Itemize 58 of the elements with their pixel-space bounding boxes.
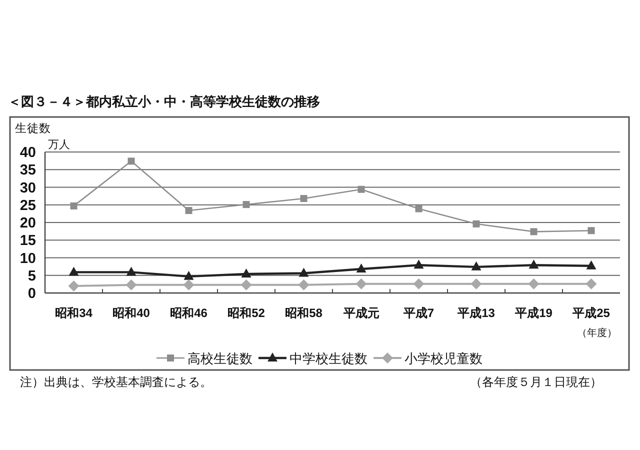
y-axis-title: 生徒数 [15, 122, 51, 135]
text: 万人 [48, 139, 70, 151]
point [68, 280, 80, 292]
point [298, 268, 309, 277]
y-tick-label: 5 [28, 268, 36, 284]
legend-label: 小学校児童数 [404, 351, 482, 366]
y-tick-label: 10 [20, 250, 36, 267]
point [241, 268, 252, 278]
point [240, 279, 252, 290]
point [588, 227, 595, 234]
legend-label: 中学校生徒数 [290, 351, 368, 366]
y-tick-label: 15 [20, 233, 36, 250]
point [300, 195, 308, 202]
x-tick-label: 昭和34 [55, 306, 93, 320]
text: 注）出典は、学校基本調査による。 [20, 375, 212, 389]
point [126, 266, 136, 276]
point [471, 261, 482, 270]
x-axis-title: （年度） [577, 327, 617, 339]
point [530, 228, 538, 236]
point [70, 202, 78, 210]
point [586, 260, 596, 270]
point [470, 278, 482, 290]
x-tick-label: 昭和52 [228, 306, 266, 320]
point [185, 207, 192, 214]
x-tick-label: 昭和40 [112, 306, 150, 320]
x-tick-label: 平成25 [572, 306, 610, 320]
point [242, 201, 250, 208]
point [413, 278, 424, 290]
point [356, 264, 366, 273]
point [586, 278, 597, 290]
point [528, 260, 539, 269]
point [68, 266, 79, 276]
x-tick-label: 平成元 [342, 306, 380, 320]
point [298, 279, 310, 290]
x-tick-label: 平成7 [402, 306, 434, 320]
x-tick-label: 平成19 [514, 306, 553, 320]
x-tick-label: 平成13 [456, 306, 496, 320]
y-tick-label: 35 [20, 162, 36, 179]
x-tick-label: 昭和58 [285, 306, 323, 320]
point [126, 279, 137, 290]
point [415, 205, 422, 212]
point [472, 220, 480, 228]
y-tick-label: 30 [20, 180, 36, 196]
y-tick-label: 25 [20, 198, 36, 214]
y-tick-label: 0 [28, 286, 36, 302]
point [183, 279, 194, 290]
text: （各年度５月１日現在） [470, 375, 602, 389]
y-tick-label: 20 [20, 216, 36, 232]
point [184, 270, 194, 280]
point [358, 186, 365, 193]
point [128, 158, 135, 165]
chart-title: ＜図３－４＞都内私立小・中・高等学校生徒数の推移 [8, 94, 320, 109]
point [528, 278, 540, 290]
x-tick-label: 昭和46 [170, 306, 208, 320]
point [414, 260, 424, 269]
y-tick-label: 40 [20, 145, 36, 161]
point [356, 278, 367, 290]
legend-label: 高校生徒数 [188, 351, 252, 366]
